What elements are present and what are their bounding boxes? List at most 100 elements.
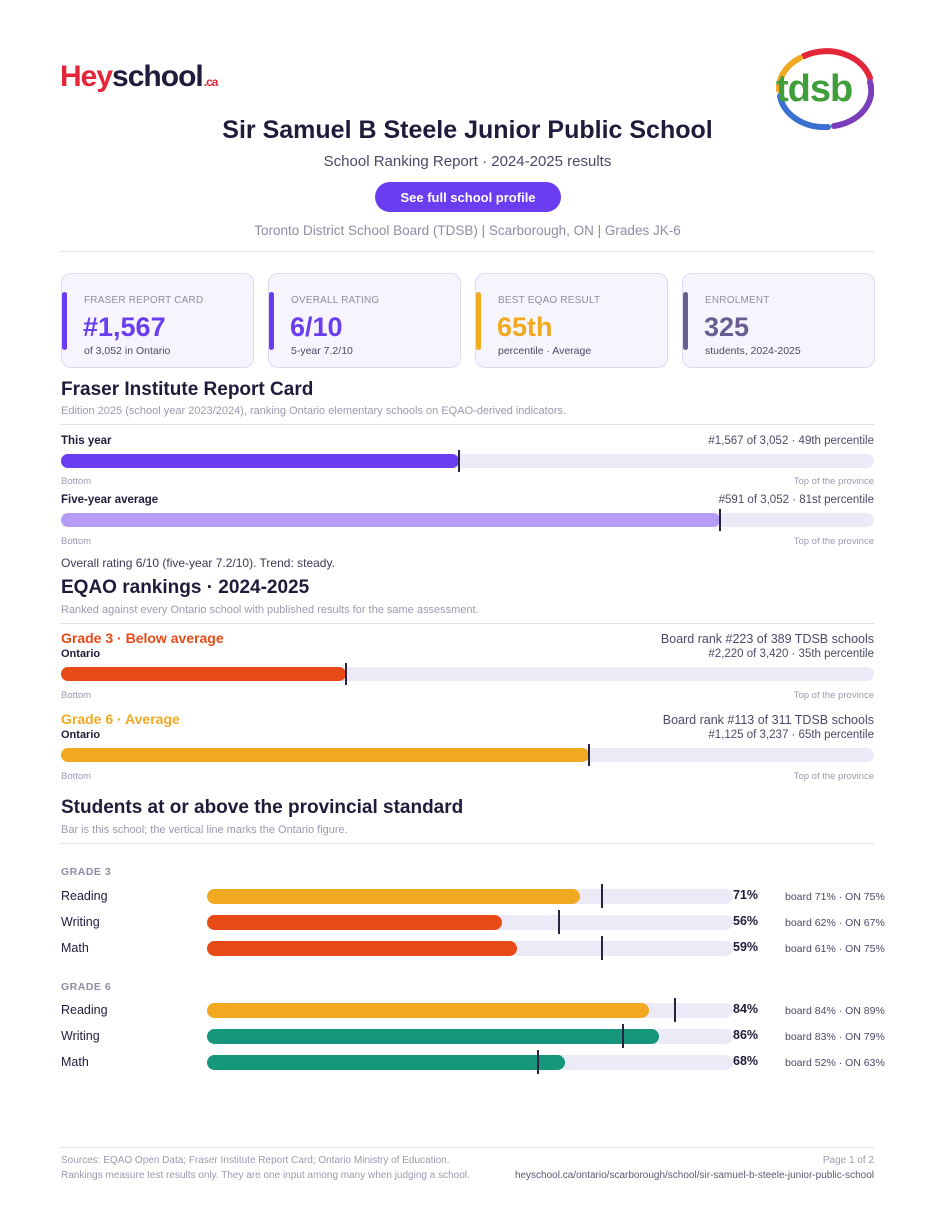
eqao-board-rank: Board rank #113 of 311 TDSB schools (662, 713, 874, 727)
fraser-note: Edition 2025 (school year 2023/2024), ra… (61, 405, 567, 417)
card-value: #1,567 (83, 312, 166, 342)
subject-compare: board 83% · ON 79% (785, 1031, 885, 1043)
ontario-marker (674, 998, 677, 1022)
eqao-grade6-track (61, 744, 874, 766)
fraser-row-label: Five-year average (61, 494, 159, 506)
fraser-this-year-track (61, 450, 874, 472)
subject-track (207, 998, 733, 1022)
tdsb-logo: tdsb (774, 48, 875, 131)
scale-bottom-label: Bottom (61, 771, 92, 782)
scale-bottom-label: Bottom (61, 476, 92, 487)
fraser-row-detail: #1,567 of 3,052 · 49th percentile (708, 435, 874, 447)
ontario-marker (621, 1024, 624, 1048)
subject-compare: board 71% · ON 75% (785, 891, 885, 903)
subject-track (207, 910, 733, 934)
card-value: 325 (704, 312, 750, 342)
card-value: 65th (497, 312, 553, 342)
card-label: ENROLMENT (705, 295, 770, 306)
eqao-detail: #2,220 of 3,420 · 35th percentile (708, 648, 874, 660)
eqao-grade3-marker (344, 663, 347, 685)
logo-ca-text: .ca (203, 75, 219, 89)
card-label: OVERALL RATING (291, 295, 380, 306)
subject-compare: board 52% · ON 63% (785, 1057, 885, 1069)
logo-hey-text: Hey (60, 60, 113, 93)
card-sub: percentile · Average (498, 345, 592, 357)
eqao-scope-label: Ontario (61, 648, 101, 660)
school-value-bar (207, 941, 518, 956)
ontario-marker (600, 936, 603, 960)
footer-disclaimer: Rankings measure test results only. They… (61, 1170, 470, 1181)
school-value-bar (207, 1055, 565, 1070)
subject-percent: 59% (733, 940, 759, 954)
subject-label: Reading (61, 889, 108, 903)
scale-top-label: Top of the province (793, 536, 874, 547)
grade-group-label: GRADE 3 (61, 866, 112, 878)
eqao-grade-heading: Grade 6 · Average (61, 711, 180, 727)
subject-track (207, 884, 733, 908)
fraser-summary: Overall rating 6/10 (five-year 7.2/10). … (61, 556, 335, 570)
fraser-section-title: Fraser Institute Report Card (61, 379, 314, 400)
card-fraser-report: FRASER REPORT CARD #1,567 of 3,052 in On… (61, 273, 254, 368)
fraser-row-detail: #591 of 3,052 · 81st percentile (718, 494, 874, 506)
subject-label: Writing (61, 1029, 100, 1043)
subject-percent: 71% (733, 888, 759, 902)
ontario-marker (537, 1050, 540, 1074)
fraser-five-year-fill (61, 513, 720, 527)
logo-school-text: school (112, 60, 204, 93)
card-accent-bar (269, 292, 274, 350)
footer-divider (61, 1147, 874, 1148)
subject-percent: 86% (733, 1028, 759, 1042)
grade-group-label: GRADE 6 (61, 981, 112, 993)
tdsb-logo-ring (775, 48, 875, 131)
subject-percent: 56% (733, 914, 759, 928)
subject-track (207, 936, 733, 960)
card-accent-bar (683, 292, 688, 350)
eqao-grade6-fill (61, 748, 590, 762)
subject-label: Writing (61, 915, 100, 929)
card-best-eqao: BEST EQAO RESULT 65th percentile · Avera… (475, 273, 668, 368)
scale-top-label: Top of the province (793, 690, 874, 701)
card-overall-rating: OVERALL RATING 6/10 5-year 7.2/10 (268, 273, 461, 368)
school-value-bar (207, 889, 581, 904)
subject-compare: board 62% · ON 67% (785, 917, 885, 929)
subject-compare: board 84% · ON 89% (785, 1005, 885, 1017)
scale-bottom-label: Bottom (61, 536, 92, 547)
card-accent-bar (62, 292, 67, 350)
divider (61, 424, 874, 425)
eqao-detail: #1,125 of 3,237 · 65th percentile (708, 729, 874, 741)
scale-top-label: Top of the province (793, 771, 874, 782)
subject-label: Math (61, 1055, 89, 1069)
footer-url-link[interactable]: heyschool.ca/ontario/scarborough/school/… (514, 1170, 874, 1181)
heyschool-logo[interactable]: Hey school .ca (60, 60, 219, 94)
page-title: Sir Samuel B Steele Junior Public School (222, 116, 713, 144)
card-sub: students, 2024-2025 (705, 345, 801, 357)
fraser-five-year-marker (718, 509, 721, 531)
school-value-bar (207, 1029, 660, 1044)
subject-compare: board 61% · ON 75% (785, 943, 885, 955)
school-meta: Toronto District School Board (TDSB) | S… (254, 223, 681, 238)
eqao-grade3-track (61, 663, 874, 685)
card-enrolment: ENROLMENT 325 students, 2024-2025 (682, 273, 875, 368)
school-value-bar (207, 1003, 649, 1018)
eqao-grade-heading: Grade 3 · Below average (61, 630, 224, 646)
divider (61, 843, 874, 844)
students-note: Bar is this school; the vertical line ma… (61, 824, 348, 836)
eqao-note: Ranked against every Ontario school with… (61, 604, 479, 616)
card-value: 6/10 (290, 312, 343, 342)
card-label: FRASER REPORT CARD (84, 295, 204, 306)
subject-label: Reading (61, 1003, 108, 1017)
eqao-grade6-marker (588, 744, 591, 766)
divider (61, 623, 874, 624)
footer-page-number: Page 1 of 2 (822, 1155, 874, 1166)
subject-percent: 84% (733, 1002, 759, 1016)
subject-track (207, 1050, 733, 1074)
fraser-this-year-fill (61, 454, 460, 468)
eqao-scope-label: Ontario (61, 729, 101, 741)
card-accent-bar (476, 292, 481, 350)
footer-sources: Sources: EQAO Open Data; Fraser Institut… (61, 1155, 450, 1166)
fraser-row-label: This year (61, 435, 112, 447)
see-full-profile-button[interactable]: See full school profile (375, 182, 561, 212)
fraser-this-year-marker (458, 450, 461, 472)
scale-top-label: Top of the province (793, 476, 874, 487)
students-section-title: Students at or above the provincial stan… (61, 797, 464, 818)
